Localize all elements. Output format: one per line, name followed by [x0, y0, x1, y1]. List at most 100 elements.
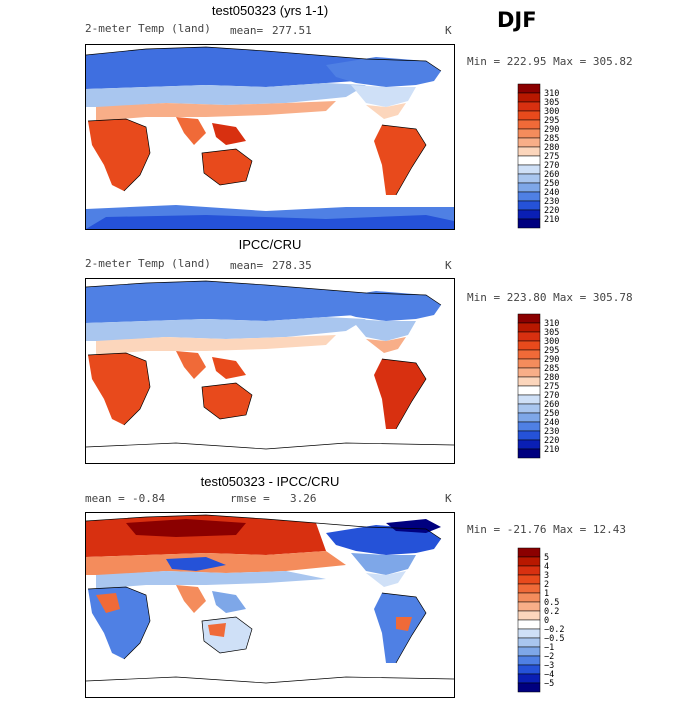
- colorbar-swatch: [517, 628, 541, 639]
- colorbar-swatch: [517, 592, 541, 603]
- units-label: K: [445, 259, 452, 272]
- colorbar-tick-label: 275: [544, 152, 559, 162]
- colorbar-tick-label: 290: [544, 355, 559, 365]
- colorbar-swatch: [517, 209, 541, 220]
- region-india: [176, 117, 206, 145]
- colorbar-swatch: [517, 448, 541, 459]
- colorbar-tick-label: 280: [544, 373, 559, 383]
- colorbar-swatch: [517, 673, 541, 684]
- region-na-south: [366, 571, 406, 587]
- colorbar-tick-label: 260: [544, 400, 559, 410]
- colorbar-swatch: [517, 340, 541, 351]
- panel-title: test050323 (yrs 1-1): [211, 3, 329, 18]
- mean-label: mean=: [230, 24, 264, 37]
- colorbar-tick-label: 305: [544, 328, 559, 338]
- colorbar-tick-label: 310: [544, 319, 559, 329]
- field-label: 2-meter Temp (land): [85, 257, 211, 270]
- mean-value: 278.35: [272, 259, 312, 272]
- colorbar-tick-label: 300: [544, 337, 559, 347]
- region-africa-warm: [96, 593, 120, 613]
- colorbar-tick-label: 270: [544, 161, 559, 171]
- colorbar-tick-label: 305: [544, 98, 559, 108]
- map-panel-obs: [85, 278, 455, 464]
- colorbar-tick-label: 240: [544, 188, 559, 198]
- colorbar-tick-label: 0.5: [544, 598, 559, 608]
- colorbar-tick-label: −3: [544, 661, 554, 671]
- colorbar-swatch: [517, 358, 541, 369]
- region-na-mid: [351, 319, 416, 341]
- colorbar-swatch: [517, 200, 541, 211]
- colorbar-tick-label: 240: [544, 418, 559, 428]
- mean-value: 277.51: [272, 24, 312, 37]
- colorbar-tick-label: 295: [544, 346, 559, 356]
- colorbar-swatch: [517, 101, 541, 112]
- region-eurasia-mid: [86, 317, 366, 341]
- colorbar-obs: 310 305 300 295 290 285 280 275 270 260 250 240 230 2…: [517, 313, 597, 468]
- minmax-label: Min = -21.76 Max = 12.43: [467, 523, 626, 536]
- field-label: 2-meter Temp (land): [85, 22, 211, 35]
- colorbar-tick-label: 280: [544, 143, 559, 153]
- region-australia: [202, 149, 252, 185]
- colorbar-tick-label: 4: [544, 562, 549, 572]
- colorbar-tick-label: 210: [544, 445, 559, 455]
- region-africa: [88, 353, 150, 425]
- region-se-asia: [212, 123, 246, 145]
- colorbar-tick-label: 295: [544, 116, 559, 126]
- colorbar-tick-label: 3: [544, 571, 549, 581]
- region-south-america: [374, 359, 426, 429]
- colorbar-swatch: [517, 403, 541, 414]
- region-subtropics: [96, 335, 336, 355]
- colorbar-swatch: [517, 583, 541, 594]
- colorbar-swatch: [517, 83, 541, 94]
- rmse-label: rmse =: [230, 492, 270, 505]
- region-africa: [88, 587, 150, 659]
- colorbar-tick-label: −0.2: [544, 625, 564, 635]
- region-tibet: [166, 557, 226, 571]
- region-na-mid: [351, 553, 416, 575]
- colorbar-model: 310 305 300 295 290 285 280 275 270 260 250 240 230 2…: [517, 83, 597, 238]
- colorbar-swatch: [517, 146, 541, 157]
- colorbar-swatch: [517, 182, 541, 193]
- colorbar-tick-label: 220: [544, 206, 559, 216]
- coastline: [86, 514, 454, 684]
- colorbar-swatch: [517, 155, 541, 166]
- mean-label: mean=: [230, 259, 264, 272]
- colorbar-tick-label: 210: [544, 215, 559, 225]
- colorbar-tick-label: −5: [544, 679, 554, 689]
- colorbar-swatch: [517, 682, 541, 693]
- colorbar-swatch: [517, 565, 541, 576]
- region-eurasia-north: [86, 281, 416, 323]
- region-india: [176, 585, 206, 613]
- season-label: DJF: [497, 8, 537, 32]
- region-north-america: [326, 57, 441, 87]
- colorbar-swatch: [517, 655, 541, 666]
- colorbar-tick-label: 5: [544, 553, 549, 563]
- colorbar-tick-label: 310: [544, 89, 559, 99]
- colorbar-swatch: [517, 547, 541, 558]
- colorbar-swatch: [517, 430, 541, 441]
- colorbar-swatch: [517, 128, 541, 139]
- colorbar-swatch: [517, 439, 541, 450]
- region-sa-warm: [396, 617, 412, 631]
- region-africa: [88, 119, 150, 191]
- colorbar-tick-label: 250: [544, 409, 559, 419]
- region-subtropics: [96, 571, 326, 589]
- colorbar-tick-label: 300: [544, 107, 559, 117]
- colorbar-swatch: [517, 137, 541, 148]
- region-subtropics: [96, 101, 336, 121]
- colorbar-swatch: [517, 619, 541, 630]
- colorbar-swatch: [517, 574, 541, 585]
- colorbar-swatch: [517, 331, 541, 342]
- region-na-south: [366, 337, 406, 353]
- colorbar-tick-label: −1: [544, 643, 554, 653]
- colorbar-swatch: [517, 218, 541, 229]
- colorbar-tick-label: 250: [544, 179, 559, 189]
- colorbar-tick-label: 285: [544, 134, 559, 144]
- colorbar-tick-label: 220: [544, 436, 559, 446]
- region-se-asia: [212, 357, 246, 379]
- colorbar-swatch: [517, 164, 541, 175]
- colorbar-tick-label: 1: [544, 589, 549, 599]
- colorbar-swatch: [517, 110, 541, 121]
- region-north-america: [326, 525, 441, 555]
- colorbar-swatch: [517, 556, 541, 567]
